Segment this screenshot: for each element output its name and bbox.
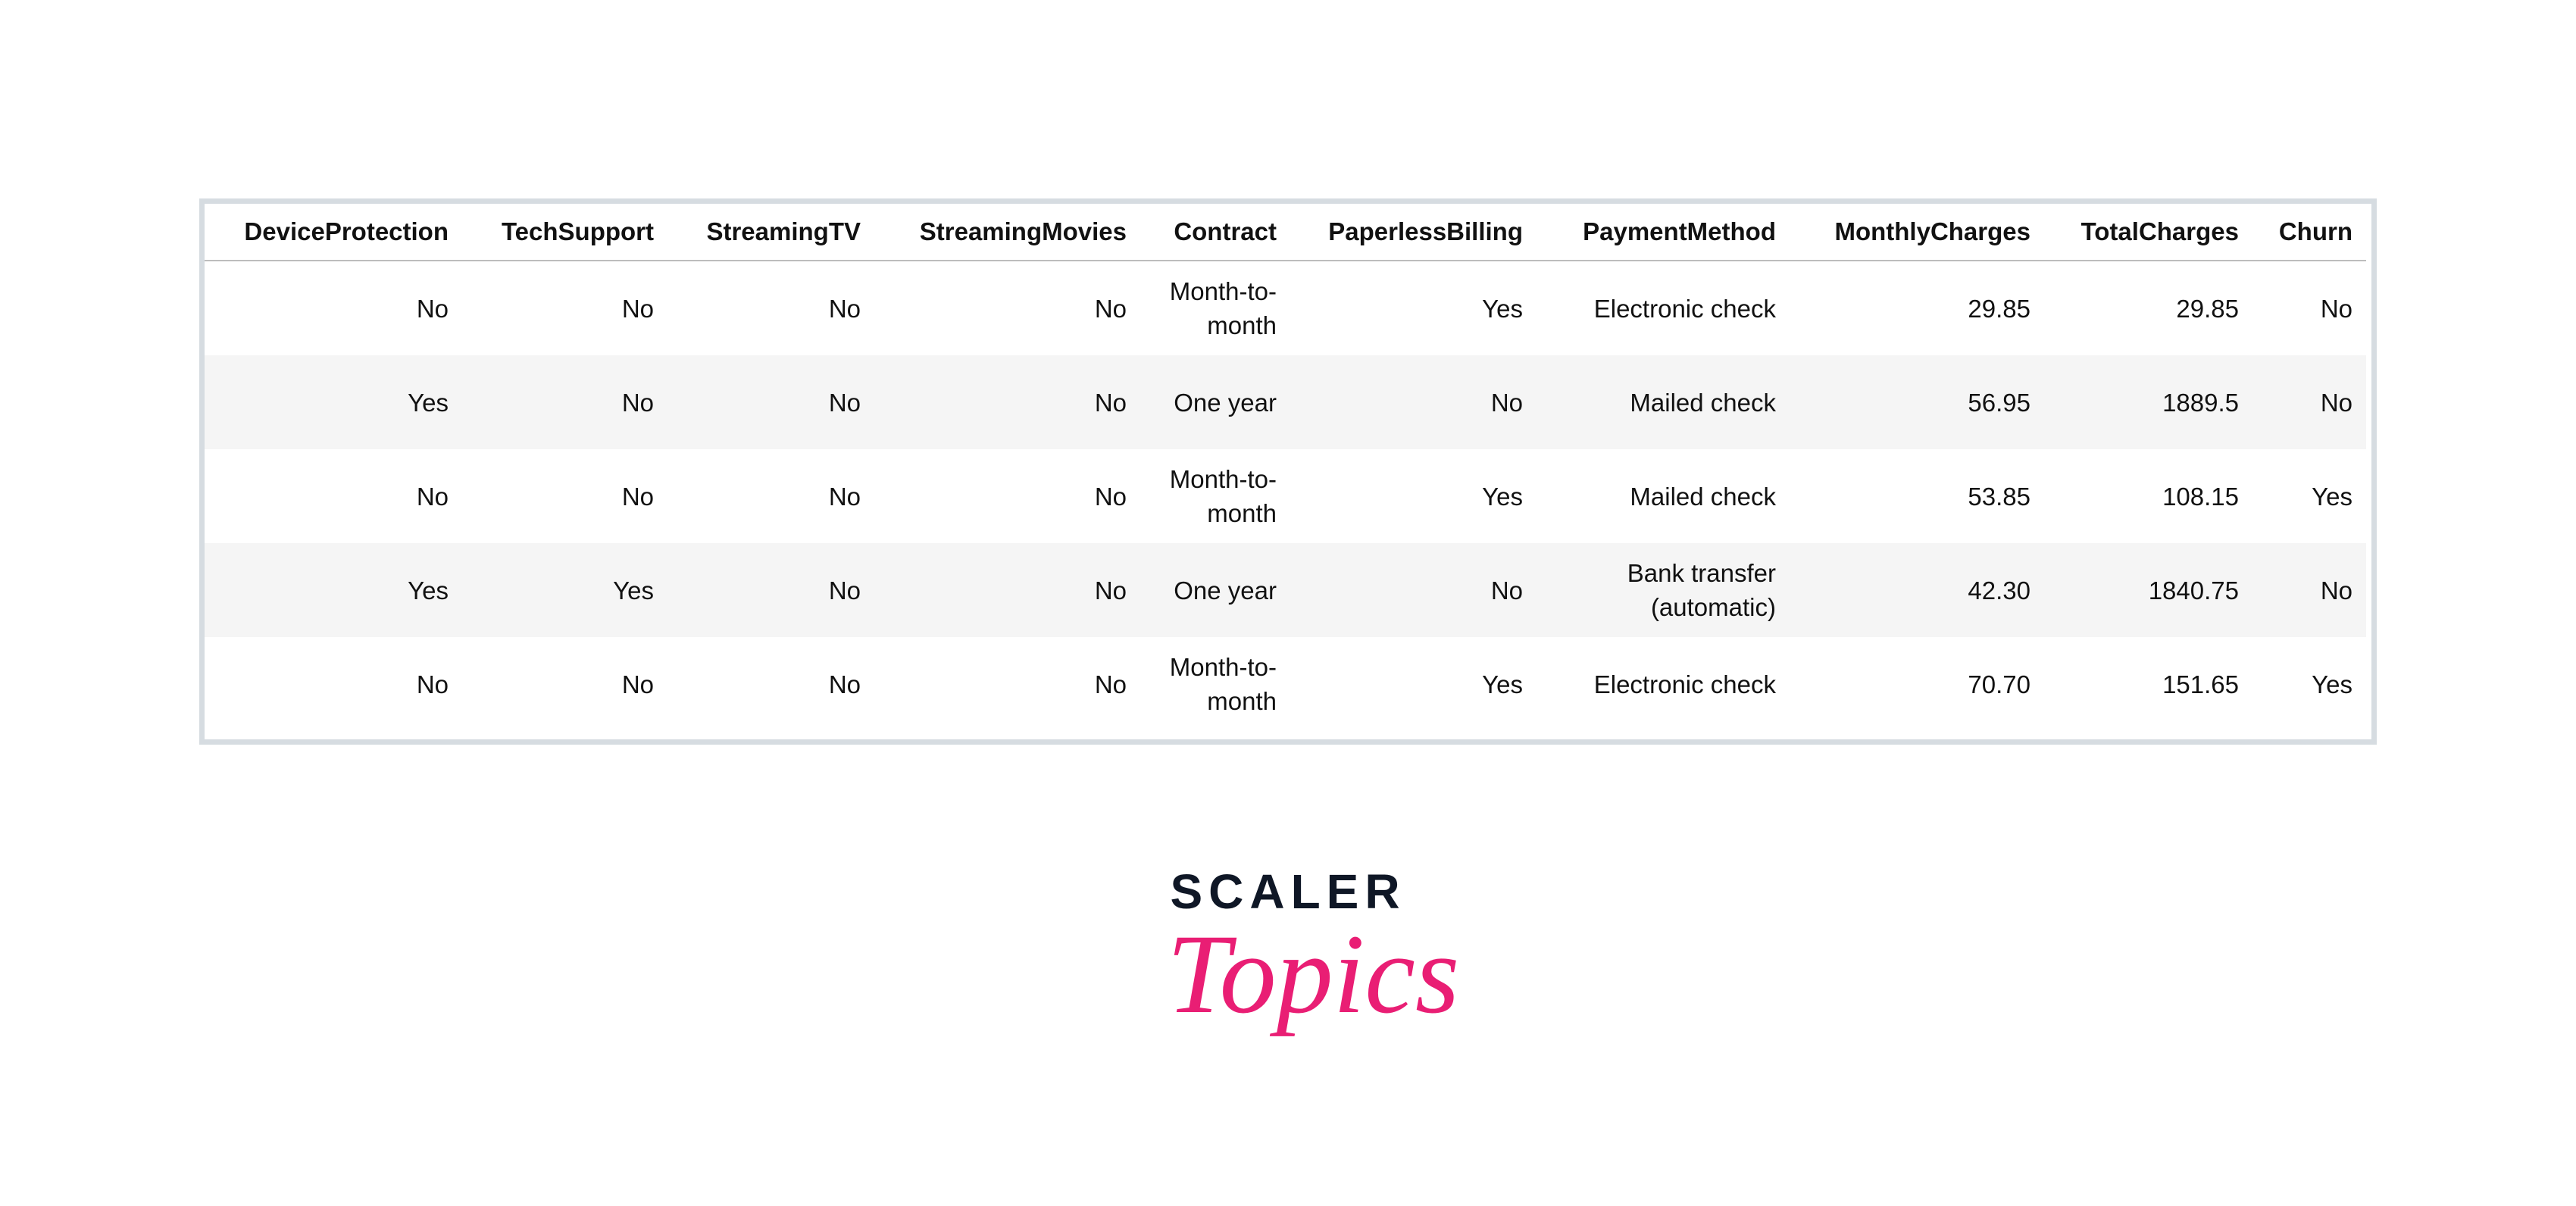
cell-streamingtv: No <box>828 482 861 511</box>
cell-paymentmethod: Mailed check <box>1630 388 1776 417</box>
table-row: No No No No Month-to-month Yes Electronic chec… <box>205 637 2366 731</box>
cell-monthlycharges: 53.85 <box>1968 482 2030 511</box>
cell-monthlycharges: 29.85 <box>1968 294 2030 323</box>
column-header-techsupport: TechSupport <box>501 217 654 245</box>
cell-monthlycharges: 70.70 <box>1968 670 2030 698</box>
cell-paymentmethod: Bank transfer (automatic) <box>1627 559 1776 621</box>
cell-deviceprotection: Yes <box>408 576 449 605</box>
cell-deviceprotection: No <box>416 294 449 323</box>
cell-deviceprotection: No <box>416 670 449 698</box>
column-header-churn: Churn <box>2278 217 2352 245</box>
cell-contract: Month-to-month <box>1169 277 1277 339</box>
cell-paymentmethod: Electronic check <box>1593 670 1776 698</box>
column-header-contract: Contract <box>1174 217 1277 245</box>
table-row: No No No No Month-to-month Yes Mailed check 53.… <box>205 449 2366 543</box>
cell-contract: Month-to-month <box>1169 465 1277 527</box>
cell-paperlessbilling: No <box>1490 388 1523 417</box>
cell-contract: One year <box>1174 576 1277 605</box>
column-header-paperlessbilling: PaperlessBilling <box>1328 217 1523 245</box>
table-row: Yes Yes No No One year No Bank transfer (autom… <box>205 543 2366 637</box>
cell-monthlycharges: 42.30 <box>1968 576 2030 605</box>
data-table: DeviceProtection TechSupport StreamingTV St… <box>199 198 2377 745</box>
cell-totalcharges: 1889.5 <box>2162 388 2239 417</box>
column-header-streamingtv: StreamingTV <box>706 217 861 245</box>
cell-churn: Yes <box>2312 670 2352 698</box>
cell-totalcharges: 1840.75 <box>2148 576 2239 605</box>
cell-totalcharges: 151.65 <box>2162 670 2239 698</box>
cell-streamingtv: No <box>828 294 861 323</box>
cell-churn: Yes <box>2312 482 2352 511</box>
cell-streamingmovies: No <box>1094 388 1127 417</box>
cell-streamingtv: No <box>828 388 861 417</box>
cell-totalcharges: 29.85 <box>2176 294 2239 323</box>
cell-streamingtv: No <box>828 576 861 605</box>
column-header-totalcharges: TotalCharges <box>2080 217 2239 245</box>
logo-topics-text: Topics <box>1167 911 1460 1037</box>
cell-monthlycharges: 56.95 <box>1968 388 2030 417</box>
cell-paperlessbilling: No <box>1490 576 1523 605</box>
cell-paymentmethod: Mailed check <box>1630 482 1776 511</box>
cell-streamingtv: No <box>828 670 861 698</box>
scaler-topics-logo: SCALER Topics <box>1167 864 1460 1076</box>
cell-deviceprotection: No <box>416 482 449 511</box>
cell-techsupport: No <box>621 294 654 323</box>
cell-contract: One year <box>1174 388 1277 417</box>
table-row: Yes No No No One year No Mailed check 56.95 1889… <box>205 355 2366 449</box>
cell-techsupport: Yes <box>613 576 654 605</box>
column-header-streamingmovies: StreamingMovies <box>919 217 1127 245</box>
cell-streamingmovies: No <box>1094 670 1127 698</box>
cell-techsupport: No <box>621 482 654 511</box>
cell-techsupport: No <box>621 670 654 698</box>
cell-churn: No <box>2320 576 2352 605</box>
cell-techsupport: No <box>621 388 654 417</box>
column-header-paymentmethod: PaymentMethod <box>1583 217 1776 245</box>
cell-paperlessbilling: Yes <box>1482 294 1523 323</box>
column-header-monthlycharges: MonthlyCharges <box>1834 217 2030 245</box>
header-divider <box>205 260 2366 261</box>
column-header-deviceprotection: DeviceProtection <box>244 217 449 245</box>
cell-contract: Month-to-month <box>1169 653 1277 715</box>
cell-churn: No <box>2320 388 2352 417</box>
cell-deviceprotection: Yes <box>408 388 449 417</box>
cell-paymentmethod: Electronic check <box>1593 294 1776 323</box>
cell-churn: No <box>2320 294 2352 323</box>
table-row: No No No No Month-to-month Yes Electronic chec… <box>205 261 2366 355</box>
cell-paperlessbilling: Yes <box>1482 482 1523 511</box>
cell-totalcharges: 108.15 <box>2162 482 2239 511</box>
cell-streamingmovies: No <box>1094 482 1127 511</box>
logo-scaler-text: SCALER <box>1170 864 1406 919</box>
cell-streamingmovies: No <box>1094 294 1127 323</box>
cell-streamingmovies: No <box>1094 576 1127 605</box>
cell-paperlessbilling: Yes <box>1482 670 1523 698</box>
